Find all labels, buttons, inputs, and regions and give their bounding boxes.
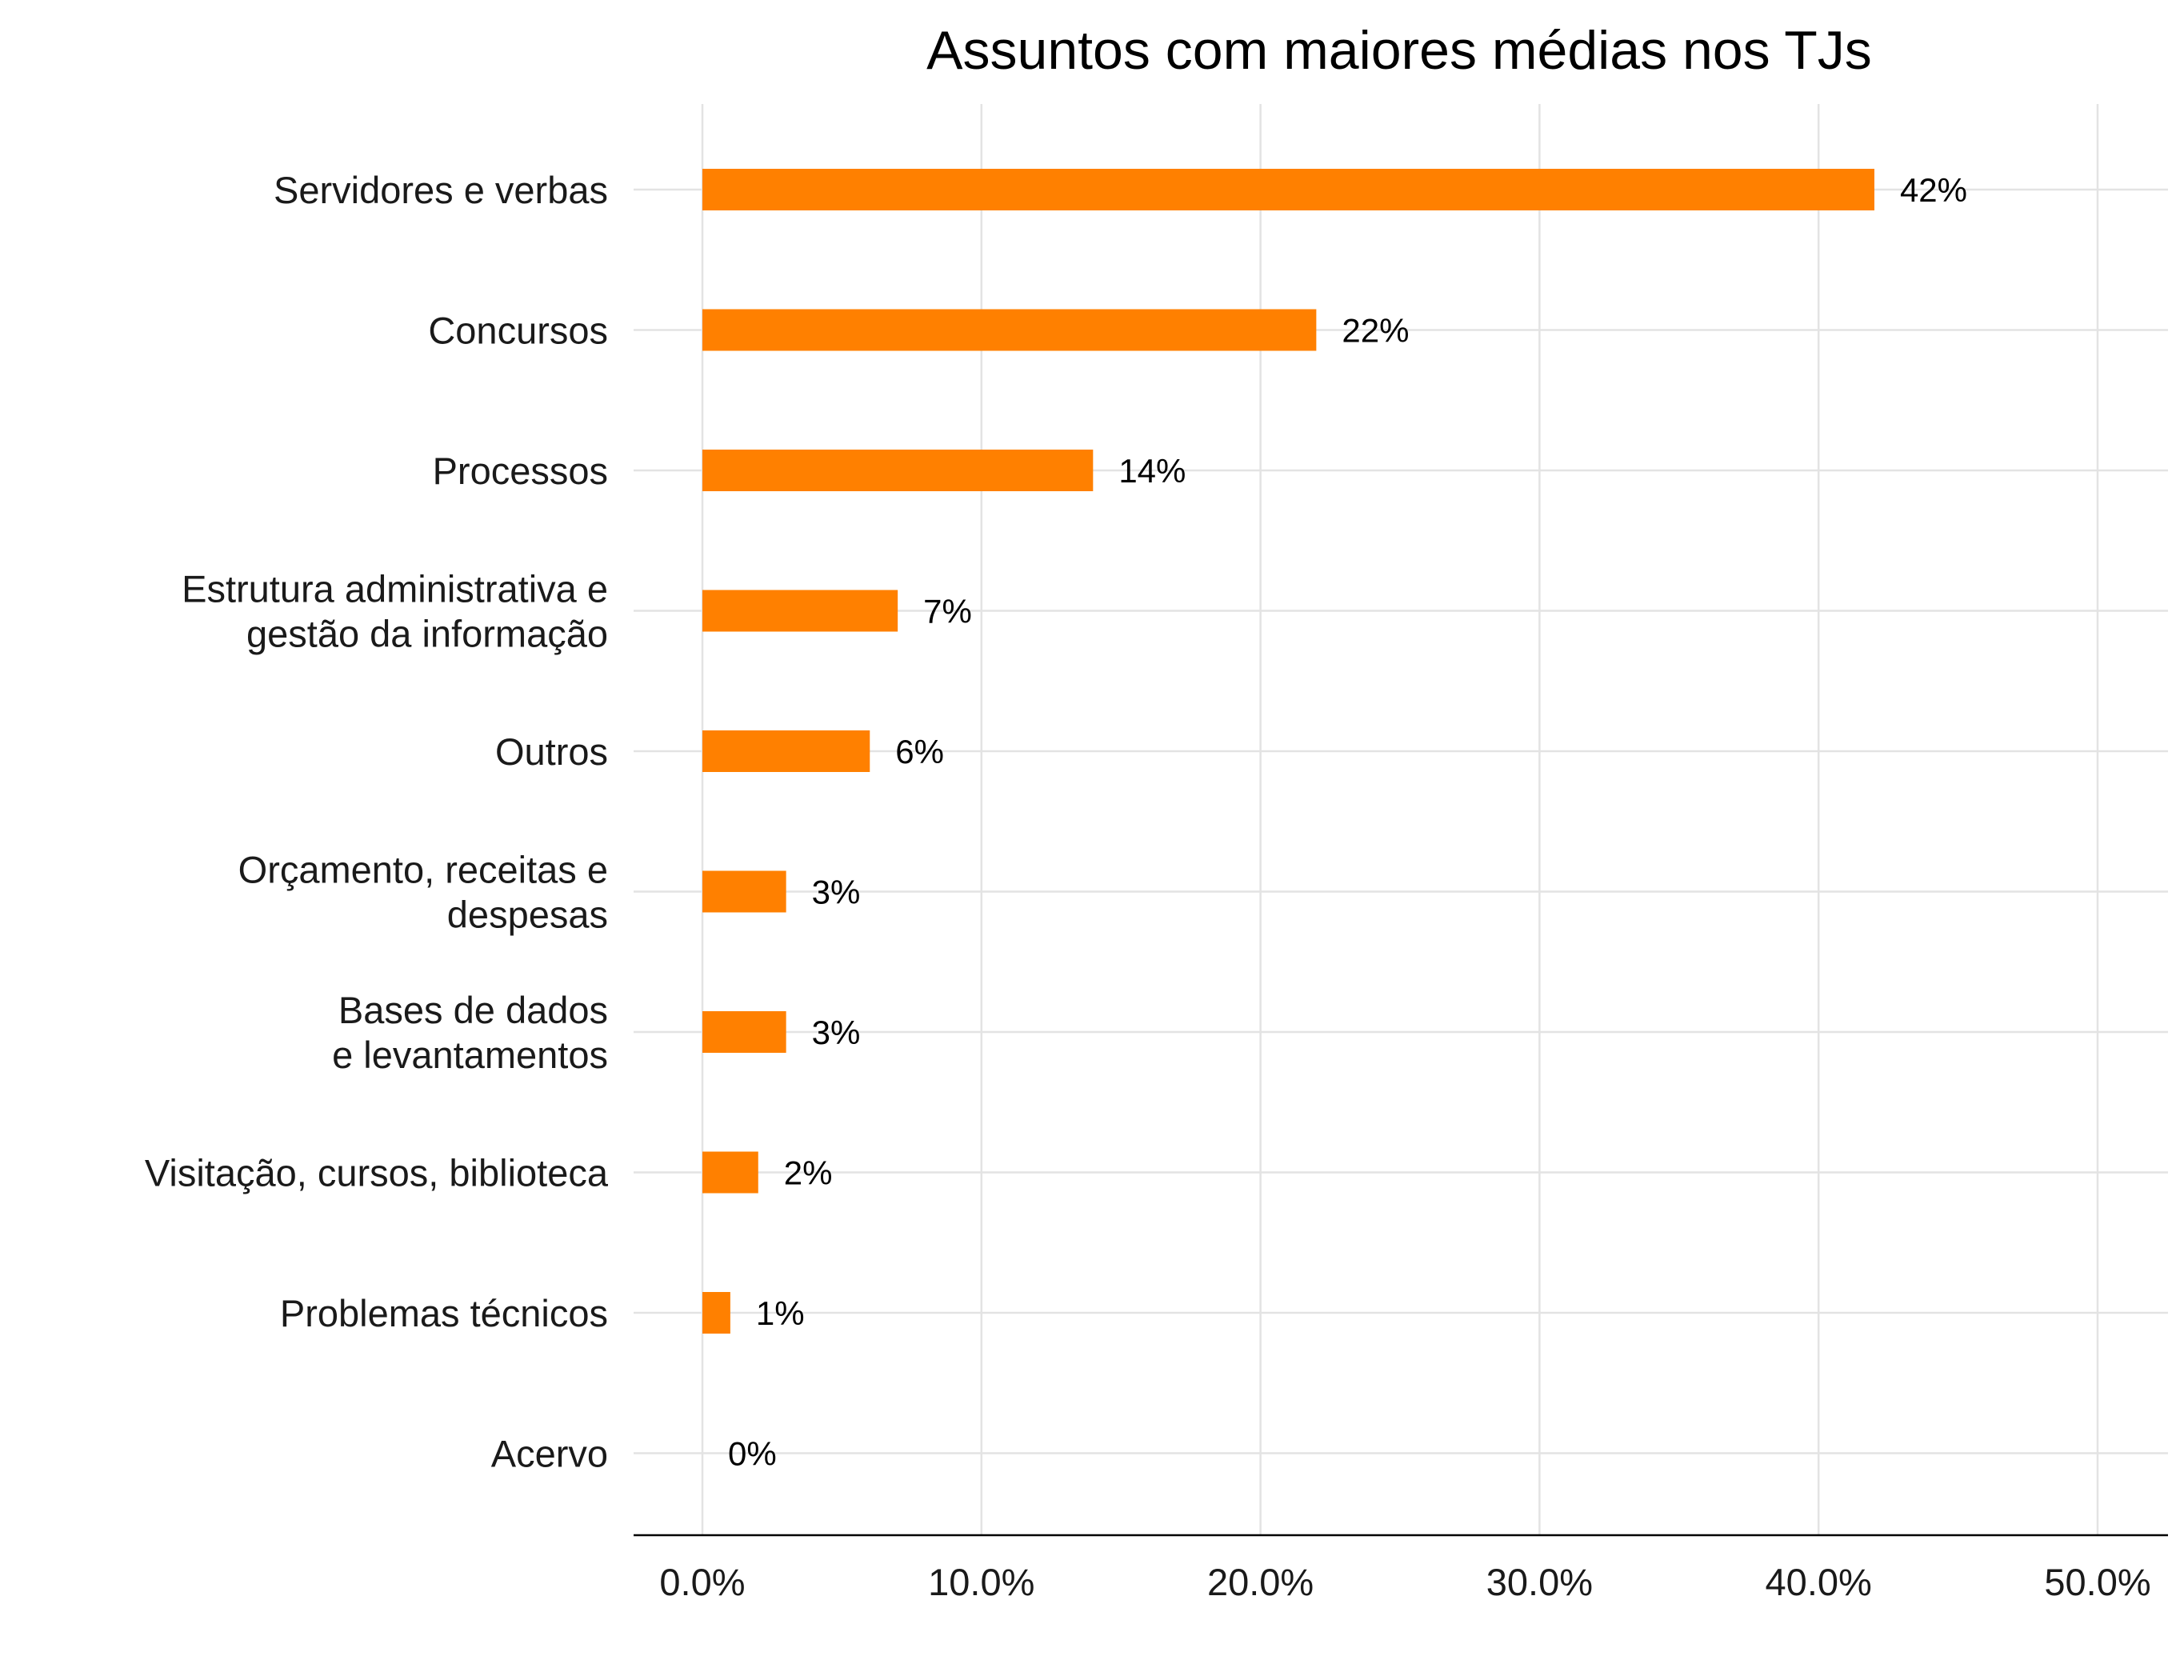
- category-label: Outros: [495, 730, 608, 773]
- data-label: 22%: [1342, 312, 1409, 350]
- category-label: Processos: [433, 450, 608, 492]
- bar: [702, 450, 1094, 491]
- data-labels: 42% 22% 14% 7% 6% 3% 3% 2% 1% 0%: [728, 171, 1967, 1473]
- category-label: Orçamento, receitas e despesas: [238, 849, 608, 936]
- data-label: 7%: [923, 593, 972, 630]
- bar: [702, 730, 870, 772]
- x-tick-label: 20.0%: [1207, 1561, 1314, 1603]
- bar: [702, 169, 1874, 210]
- category-label: Estrutura administrativa e gestão da info…: [182, 568, 608, 655]
- category-label: Concursos: [428, 310, 608, 352]
- data-label: 14%: [1118, 452, 1186, 490]
- x-tick-label: 50.0%: [2044, 1561, 2150, 1603]
- data-label: 3%: [812, 874, 861, 911]
- x-tick-label: 0.0%: [659, 1561, 745, 1603]
- x-tick-label: 10.0%: [928, 1561, 1034, 1603]
- data-label: 2%: [784, 1154, 833, 1192]
- bar: [702, 1011, 786, 1053]
- bars: [702, 169, 1874, 1334]
- bar: [702, 870, 786, 913]
- bar: [702, 1292, 730, 1334]
- bar: [702, 590, 898, 632]
- category-label: Problemas técnicos: [280, 1292, 608, 1334]
- chart-title: Assuntos com maiores médias nos TJs: [926, 20, 1872, 81]
- grid-lines: [634, 104, 2168, 1535]
- data-label: 42%: [1900, 171, 1967, 209]
- x-tick-labels: 0.0% 10.0% 20.0% 30.0% 40.0% 50.0%: [659, 1561, 2150, 1603]
- bar: [702, 309, 1317, 351]
- category-label: Servidores e verbas: [274, 169, 608, 211]
- data-label: 0%: [728, 1435, 777, 1473]
- bar: [702, 1151, 758, 1194]
- category-labels: Servidores e verbas Concursos Processos Est…: [145, 169, 609, 1475]
- category-label: Acervo: [491, 1433, 608, 1475]
- data-label: 6%: [895, 733, 944, 770]
- category-label: Bases de dados e levantamentos: [332, 989, 608, 1076]
- x-tick-label: 30.0%: [1486, 1561, 1593, 1603]
- data-label: 1%: [756, 1294, 805, 1332]
- category-label: Visitação, cursos, biblioteca: [145, 1152, 609, 1194]
- x-tick-label: 40.0%: [1766, 1561, 1872, 1603]
- data-label: 3%: [812, 1014, 861, 1051]
